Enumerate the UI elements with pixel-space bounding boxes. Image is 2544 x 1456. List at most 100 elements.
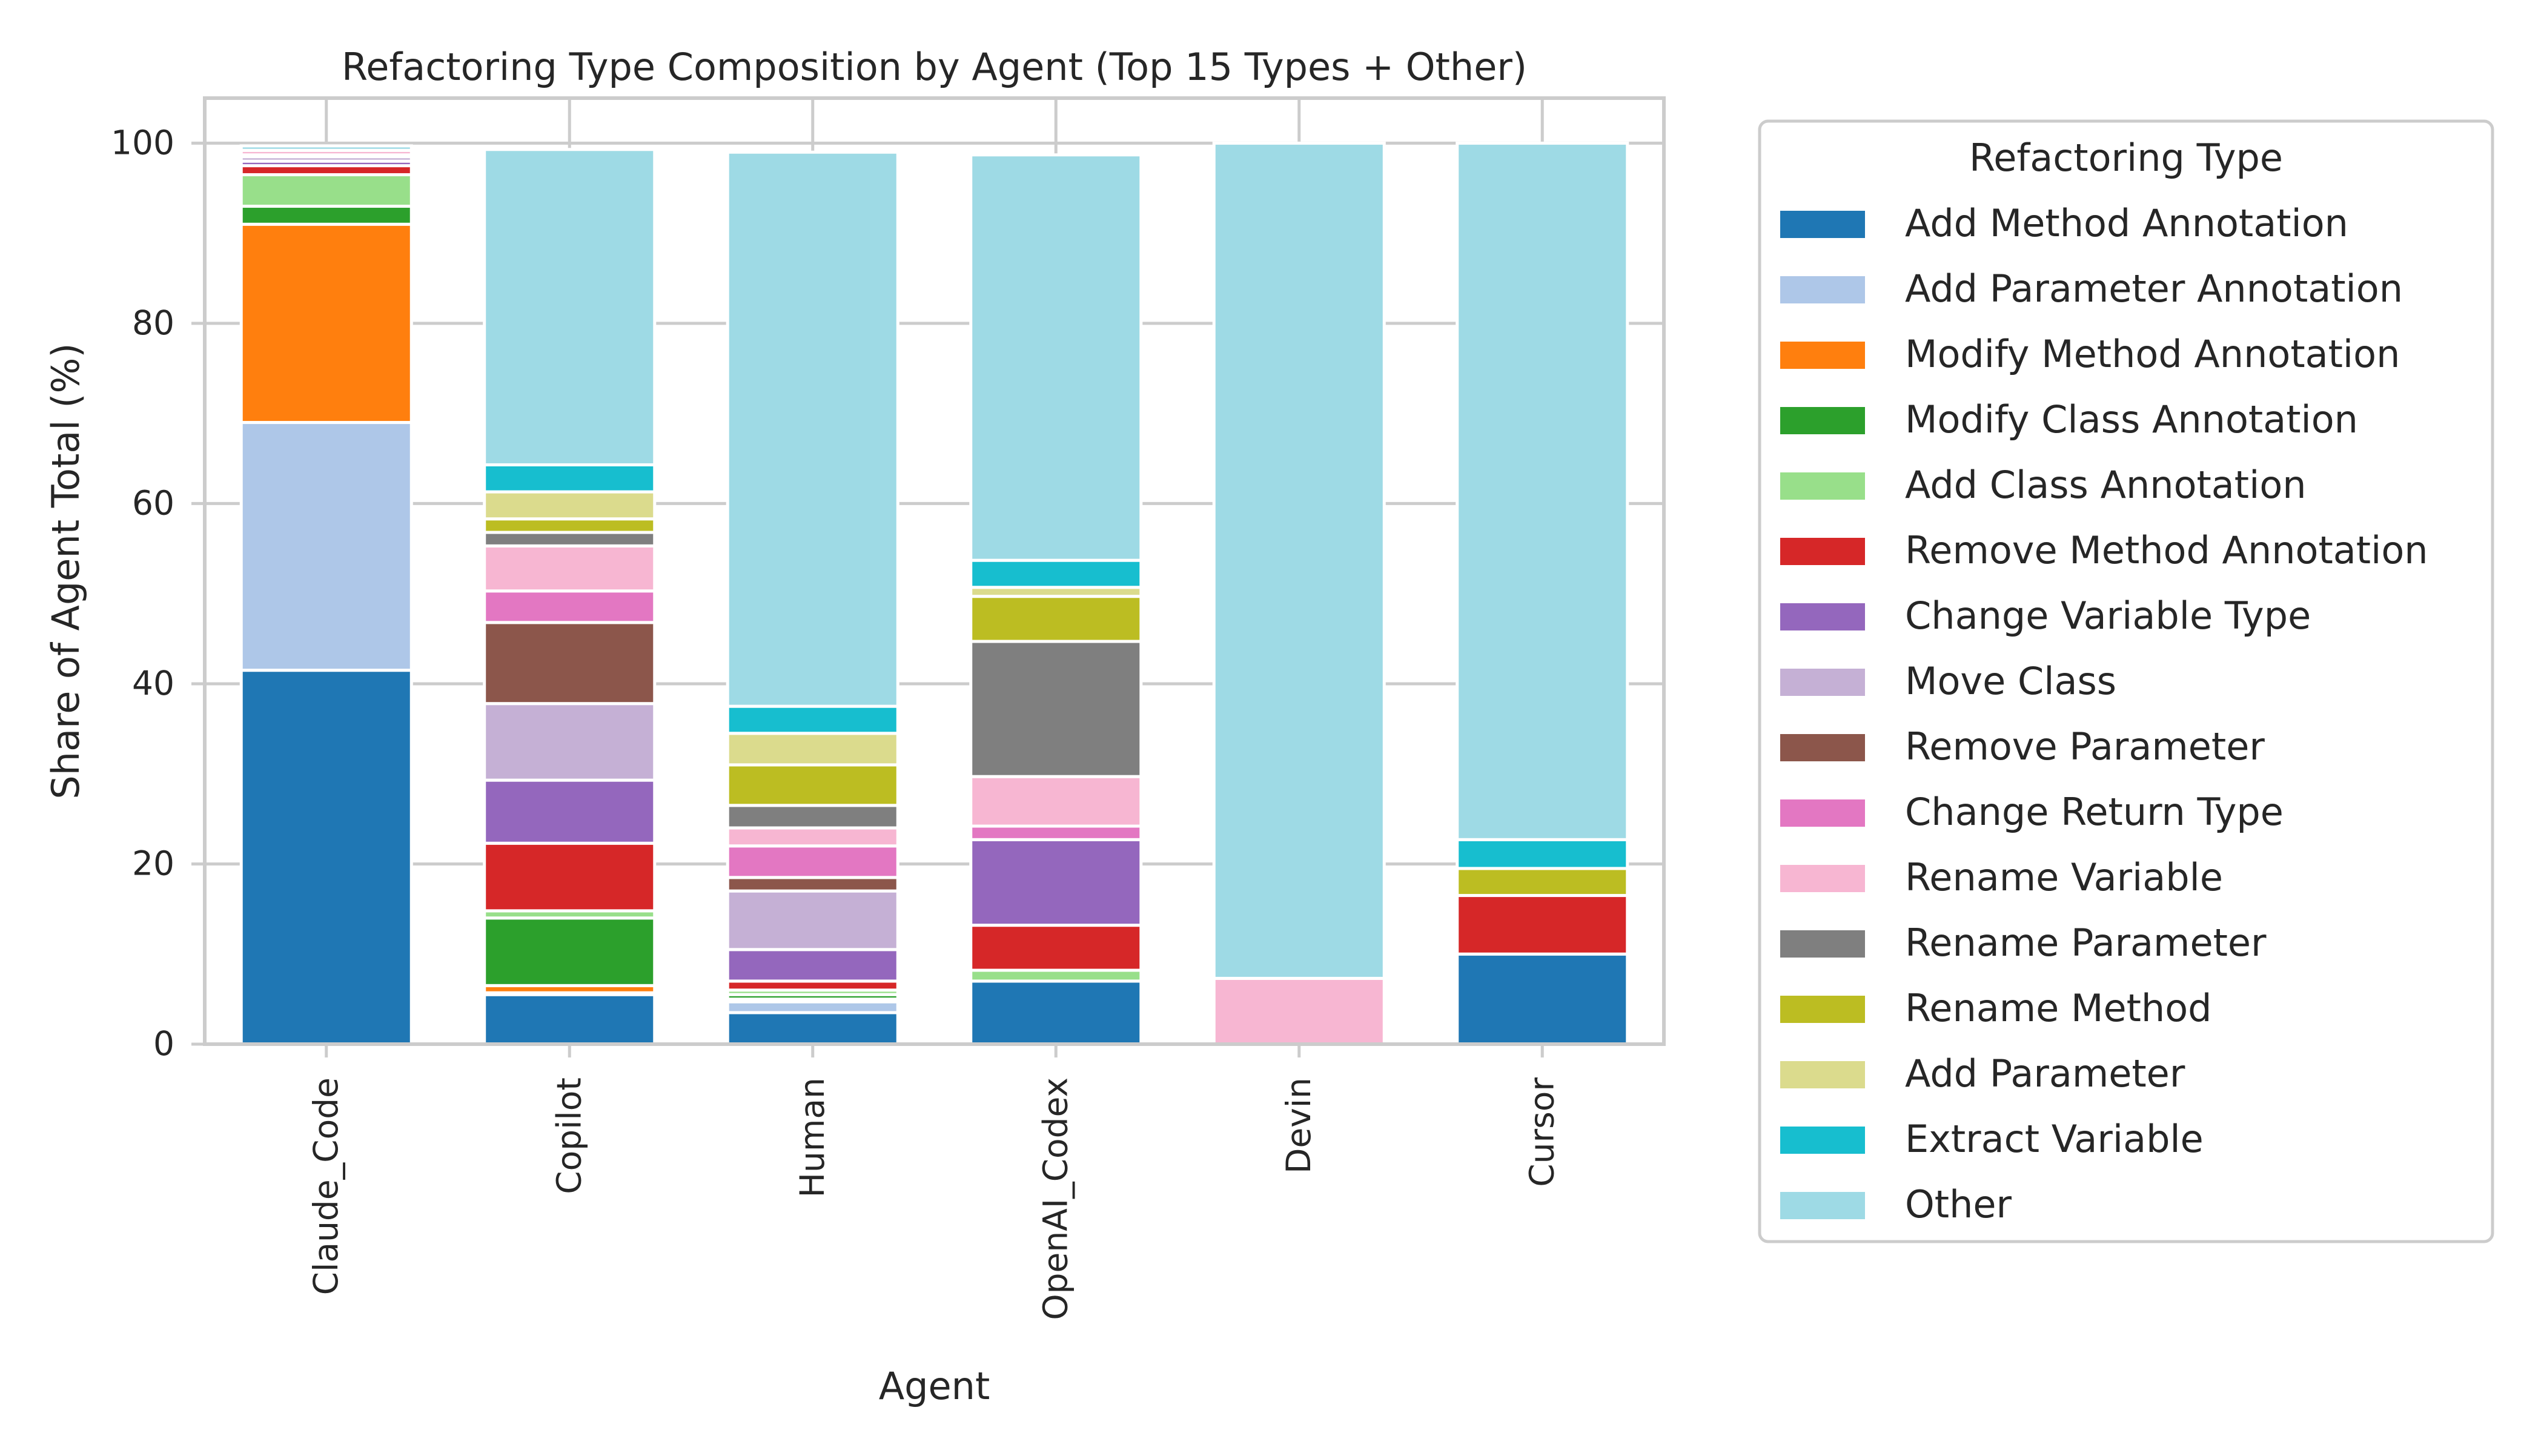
x-tick-label: Devin [1279,1077,1318,1174]
legend-swatch [1780,211,1865,238]
y-axis-label: Share of Agent Total (%) [44,343,88,799]
bar-segment [239,421,413,672]
bar-segment [483,148,657,466]
y-tick-label: 20 [132,844,174,882]
legend-label: Rename Variable [1905,855,2223,899]
bar-segment [239,669,413,1046]
y-tick-label: 100 [111,123,174,162]
bar-segment [726,948,899,983]
bar-segment [726,826,899,848]
bar-segment [483,531,657,548]
bar-segment [483,589,657,624]
bar-segment [726,763,899,807]
bar-segment [969,824,1143,841]
legend-label: Remove Method Annotation [1905,528,2428,572]
legend-label: Remove Parameter [1905,724,2265,769]
axes: 0 20 40 60 80 100 Claude_Code Copilot Human OpenA… [111,123,1561,1320]
bar-segment [483,517,657,534]
bar-segment [483,916,657,987]
legend-items: Add Method Annotation Add Parameter Annot… [1780,201,2428,1226]
bar-segment [726,1011,899,1046]
bar-segment [726,844,899,879]
bar-segment [969,640,1143,778]
bar-segment [969,775,1143,828]
legend-swatch [1780,276,1865,303]
legend-swatch [1780,1127,1865,1154]
legend-label: Other [1905,1182,2012,1226]
legend-swatch [1780,1192,1865,1219]
plot-area [205,98,1664,1044]
bar-segment [483,490,657,521]
x-tick-label: Human [793,1077,832,1197]
bar-segment [483,841,657,913]
x-tick-label: Copilot [549,1077,588,1194]
bar-segment [1212,976,1386,1046]
legend-label: Add Class Annotation [1905,463,2307,507]
bar-segment [483,702,657,782]
legend-swatch [1780,603,1865,630]
legend-label: Change Variable Type [1905,594,2311,638]
bars [239,141,1629,1046]
bar-segment [969,924,1143,972]
chart-title: Refactoring Type Composition by Agent (T… [342,45,1527,89]
bar-segment [1456,894,1629,956]
bar-segment [239,173,413,208]
legend-swatch [1780,865,1865,892]
legend-label: Modify Method Annotation [1905,332,2400,376]
legend-label: Add Parameter [1905,1051,2185,1096]
bar-segment [1456,838,1629,870]
legend-title: Refactoring Type [1969,136,2283,180]
legend-label: Add Parameter Annotation [1905,266,2403,311]
bar-segment [483,544,657,593]
y-tick-label: 40 [132,664,174,703]
y-tick-label: 60 [132,483,174,522]
legend-label: Extract Variable [1905,1117,2204,1161]
legend-swatch [1780,407,1865,434]
y-tick-label: 80 [132,303,174,342]
bar-segment [726,704,899,735]
legend-frame [1758,119,2494,1243]
bar-segment [969,558,1143,589]
legend-swatch [1780,996,1865,1023]
bar-segment [1212,141,1386,980]
bar-segment [969,838,1143,927]
legend-swatch [1780,799,1865,827]
x-tick-label: OpenAI_Codex [1036,1077,1075,1320]
legend-swatch [1780,342,1865,369]
bar-segment [239,205,413,226]
bar-segment [726,889,899,951]
legend-label: Change Return Type [1905,790,2284,834]
bar-segment [483,993,657,1046]
bar-segment [969,595,1143,643]
bar-segment [1456,141,1629,841]
legend-label: Move Class [1905,659,2116,703]
legend-swatch [1780,472,1865,500]
x-axis-label: Agent [879,1364,990,1408]
bar-segment [483,463,657,494]
legend-swatch [1780,538,1865,565]
bar-segment [483,621,657,706]
legend-swatch [1780,930,1865,958]
bar-segment [726,804,899,830]
legend: Refactoring Type Add Method AnnotationAd… [1758,119,2494,1243]
y-tick-label: 0 [153,1024,174,1063]
bar-segment [1456,867,1629,898]
legend-swatch [1780,669,1865,696]
bar-segment [483,778,657,845]
legend-swatch [1780,734,1865,761]
x-tick-label: Claude_Code [306,1077,345,1295]
bar-segment [726,876,899,893]
x-tick-label: Cursor [1522,1077,1561,1187]
bar-segment [239,222,413,425]
bar-segment [969,153,1143,562]
bar-segment [726,732,899,767]
bar-segment [969,979,1143,1046]
bar-segment [726,1000,899,1014]
legend-label: Rename Method [1905,986,2212,1030]
bar-segment [969,968,1143,983]
legend-label: Rename Parameter [1905,921,2267,965]
legend-label: Add Method Annotation [1905,201,2348,245]
bar-segment [1456,952,1629,1046]
